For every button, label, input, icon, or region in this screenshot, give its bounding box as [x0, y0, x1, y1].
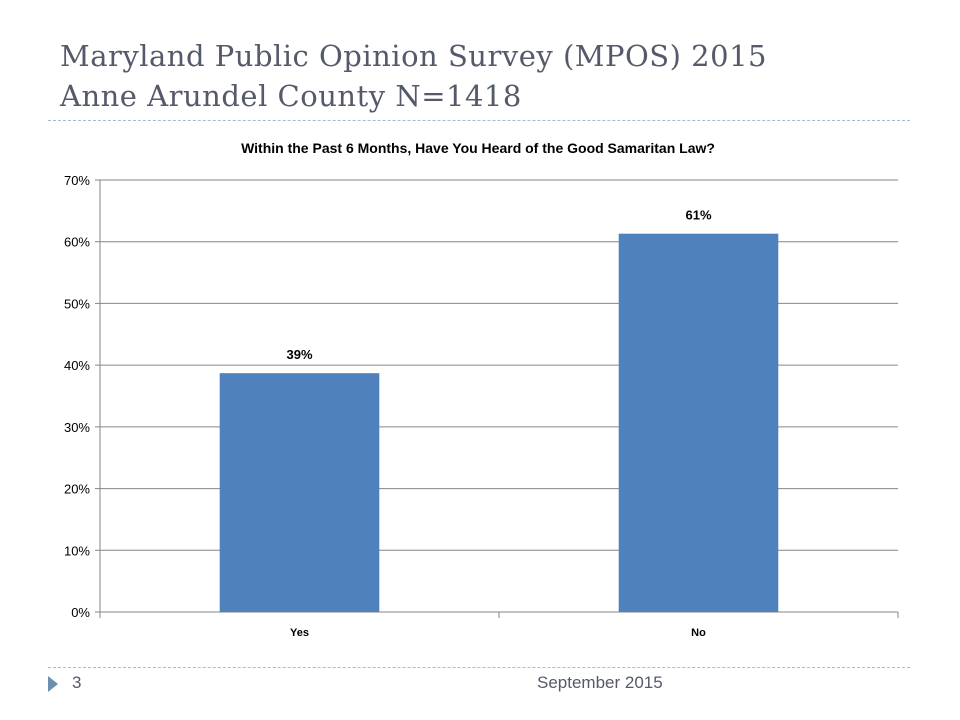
y-tick-label: 60% — [64, 235, 90, 250]
y-tick-label: 0% — [71, 605, 90, 620]
bar-chart: Within the Past 6 Months, Have You Heard… — [64, 140, 899, 639]
slide-title-line-1: Maryland Public Opinion Survey (MPOS) 20… — [60, 39, 767, 73]
y-tick-label: 40% — [64, 358, 90, 373]
page-number: 3 — [72, 673, 82, 692]
slide-title: Maryland Public Opinion Survey (MPOS) 20… — [60, 36, 920, 116]
y-tick-label: 10% — [64, 543, 90, 558]
bar-yes — [219, 373, 380, 612]
axes: 0% 10% 20% 30% 40% 50% 60% 70% Yes No — [64, 173, 899, 639]
data-label: 39% — [286, 347, 312, 362]
x-tick-label: Yes — [290, 627, 309, 639]
x-tick-label: No — [691, 627, 706, 639]
data-label: 61% — [685, 208, 711, 223]
y-tick-label: 50% — [64, 296, 90, 311]
footer-triangle-icon — [48, 676, 58, 692]
y-tick-label: 20% — [64, 482, 90, 497]
top-divider — [48, 120, 910, 121]
bars — [219, 233, 779, 613]
data-labels: 39% 61% — [286, 208, 711, 362]
footer-date: September 2015 — [537, 673, 663, 692]
bar-no — [618, 233, 779, 613]
bottom-divider — [48, 667, 910, 668]
y-tick-label: 30% — [64, 420, 90, 435]
chart-title: Within the Past 6 Months, Have You Heard… — [241, 140, 715, 156]
y-tick-label: 70% — [64, 173, 90, 188]
slide-title-line-2: Anne Arundel County N=1418 — [60, 79, 522, 113]
